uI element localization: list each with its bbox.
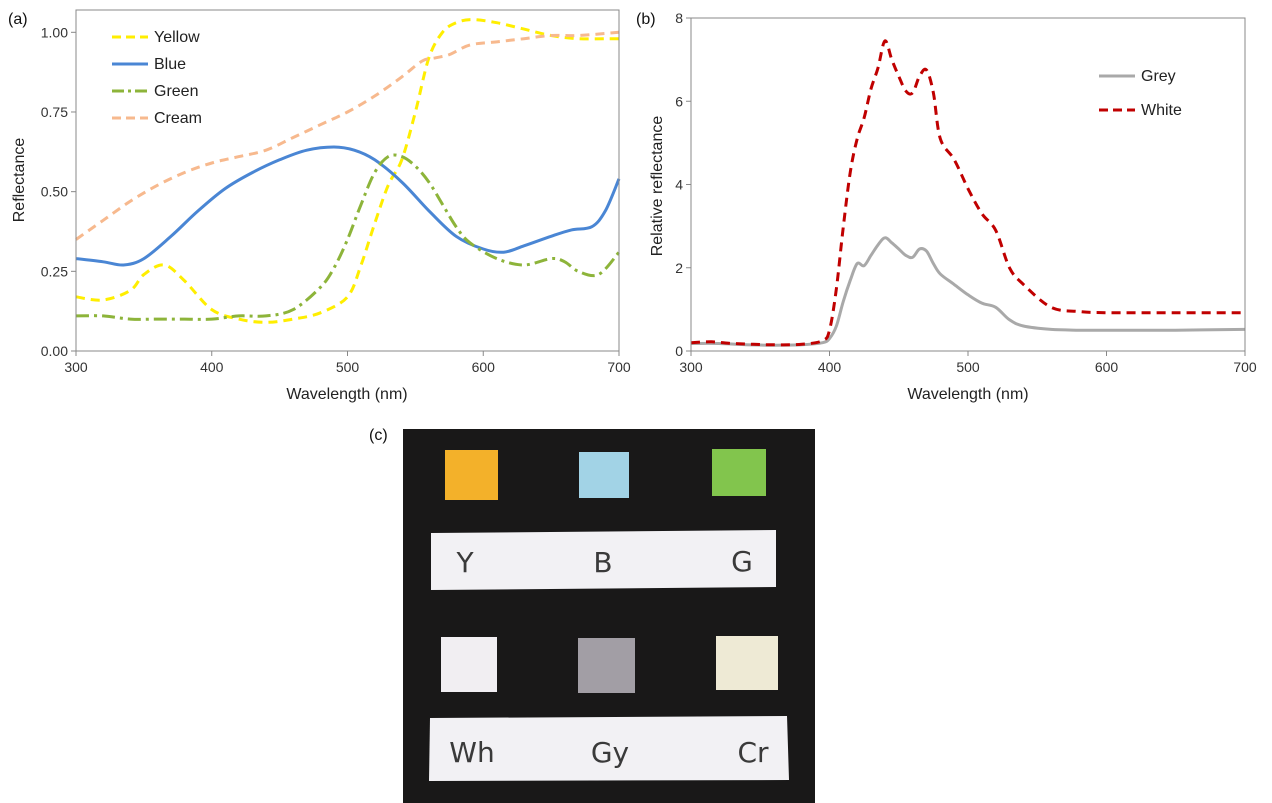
- swatch-yellow: [445, 450, 498, 500]
- x-tick-label: 600: [472, 359, 496, 375]
- y-tick-label: 8: [675, 10, 683, 26]
- swatch-blue: [579, 452, 629, 498]
- series-line-cream: [75, 30, 620, 241]
- y-tick-label: 4: [675, 177, 683, 193]
- color-swatches: [441, 449, 778, 693]
- y-tick-label: 0.00: [41, 343, 68, 359]
- x-tick-label: 700: [1233, 359, 1257, 375]
- chart-b-y-axis-title: Relative reflectance: [649, 116, 666, 257]
- swatch-grey: [578, 638, 635, 693]
- series-line-green: [75, 153, 621, 321]
- swatch-white: [441, 637, 497, 692]
- y-tick-label: 0.25: [41, 263, 68, 279]
- legend-label-green: Green: [154, 83, 198, 100]
- label-card-top: [431, 530, 776, 590]
- x-tick-label: 400: [200, 359, 224, 375]
- panel-a-label: (a): [8, 11, 28, 28]
- card-label-b: B: [593, 546, 612, 579]
- chart-a-x-axis-title: Wavelength (nm): [286, 386, 407, 403]
- y-tick-label: 1.00: [41, 24, 68, 40]
- card-label-cr: Cr: [737, 736, 769, 769]
- x-tick-label: 700: [607, 359, 631, 375]
- panel-b-label: (b): [636, 11, 656, 28]
- label-card-bottom: [429, 716, 789, 781]
- chart-b-series: [690, 39, 1246, 347]
- swatch-green: [712, 449, 766, 496]
- panel-c-label: (c): [369, 427, 388, 444]
- card-label-gy: Gy: [591, 736, 629, 769]
- series-line-white: [690, 39, 1245, 347]
- y-tick-label: 2: [675, 260, 683, 276]
- legend-label-grey: Grey: [1141, 68, 1176, 85]
- chart-a-y-ticks: 0.00 0.25 0.50 0.75 1.00: [41, 24, 76, 359]
- series-line-blue: [75, 145, 621, 267]
- chart-a-y-axis-title: Reflectance: [11, 138, 28, 223]
- y-tick-label: 0.75: [41, 104, 68, 120]
- legend-label-white: White: [1141, 102, 1182, 119]
- chart-a-series: [75, 18, 621, 324]
- x-tick-label: 500: [956, 359, 980, 375]
- legend-label-cream: Cream: [154, 110, 202, 127]
- swatch-cream: [716, 636, 778, 690]
- x-tick-label: 600: [1095, 359, 1119, 375]
- card-label-g: G: [731, 545, 753, 578]
- y-tick-label: 6: [675, 93, 683, 109]
- color-sample-photo: (c) Y B G Wh Gy Cr: [369, 427, 815, 803]
- chart-b: (b) 300 400 500 600 700 0 2 4 6 8 Wavelength (nm…: [636, 10, 1257, 403]
- chart-a-x-ticks: 300 400 500 600 700: [64, 351, 631, 375]
- y-tick-label: 0.50: [41, 184, 68, 200]
- legend-label-yellow: Yellow: [154, 29, 200, 46]
- chart-b-legend: Grey White: [1099, 68, 1182, 119]
- chart-a-legend: Yellow Blue Green Cream: [112, 29, 202, 127]
- y-tick-label: 0: [675, 343, 683, 359]
- x-tick-label: 300: [64, 359, 88, 375]
- chart-b-x-ticks: 300 400 500 600 700: [679, 351, 1257, 375]
- chart-b-x-axis-title: Wavelength (nm): [907, 386, 1028, 403]
- chart-a: (a) 300 400 500 600 700 0.00 0.25 0.50 0.75 1.00…: [8, 9, 631, 403]
- series-line-yellow: [75, 18, 619, 324]
- legend-label-blue: Blue: [154, 56, 186, 73]
- chart-b-y-ticks: 0 2 4 6 8: [675, 10, 691, 359]
- x-tick-label: 400: [818, 359, 842, 375]
- x-tick-label: 300: [679, 359, 703, 375]
- card-label-y: Y: [455, 546, 474, 579]
- x-tick-label: 500: [336, 359, 360, 375]
- card-label-wh: Wh: [449, 736, 494, 769]
- series-line-grey: [690, 236, 1246, 347]
